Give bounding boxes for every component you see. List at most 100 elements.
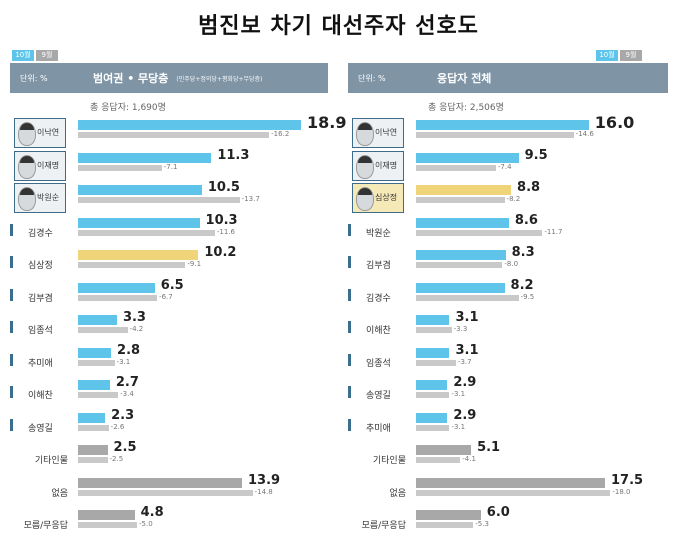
bar-previous (78, 262, 186, 268)
row-accent-mark (348, 418, 351, 431)
value-previous: -11.6 (216, 227, 235, 236)
bar-previous (416, 424, 450, 431)
bar-current (78, 120, 302, 130)
chart-header: 단위: % 범여권 • 무당층 (민주당+정의당+평화당+무당층) (10, 63, 328, 93)
value-previous: -14.6 (575, 130, 594, 138)
chart-row: 박원순 8.6 -11.7 (348, 213, 668, 250)
chart-row: 심상정 8.8 -8.2 (348, 180, 668, 217)
chart-row: 김부겸 8.3 -8.0 (348, 245, 668, 282)
value-current: 2.5 (113, 440, 137, 455)
legend-previous: 9월 (620, 50, 642, 61)
row-accent-mark (348, 256, 351, 268)
category-label: 김부겸 (366, 261, 391, 271)
value-current: 3.3 (122, 310, 146, 325)
category-label: 이재명 (375, 160, 398, 170)
category-label: 모름/무응답 (23, 521, 68, 531)
bar-current (78, 380, 110, 390)
row-accent-mark (348, 353, 351, 366)
category-label: 이낙연 (375, 128, 398, 137)
chart-title: 범여권 • 무당층 (93, 72, 169, 85)
value-previous: -5.3 (475, 520, 489, 528)
value-current: 3.1 (455, 342, 479, 358)
chart-row: 이해찬 3.1 -3.3 (348, 310, 668, 347)
bar-previous (416, 392, 450, 398)
bar-previous (78, 489, 253, 496)
bar-current (416, 412, 448, 423)
bar-previous (416, 262, 503, 268)
value-previous: -18.0 (612, 487, 631, 496)
bar-current (78, 412, 106, 423)
bar-current (78, 282, 155, 293)
chart-row: 이재명 9.5 -7.4 (348, 148, 668, 185)
row-accent-mark (10, 288, 13, 301)
value-current: 17.5 (611, 472, 644, 488)
value-previous: -9.5 (520, 292, 535, 301)
bar-current (78, 152, 212, 163)
value-current: 10.5 (207, 180, 240, 195)
bar-previous (78, 359, 115, 366)
row-accent-mark (10, 353, 13, 366)
bar-previous (78, 197, 240, 203)
chart-row: 이재명 11.3 -7.1 (10, 148, 328, 185)
chart-row: 이낙연 18.9 -16.2 (10, 113, 347, 152)
bar-current (416, 380, 448, 390)
bar-current (416, 185, 512, 195)
chart-row: 기타인물 2.5 -2.5 (10, 440, 328, 477)
bar-current (78, 315, 117, 325)
category-label: 송영길 (28, 423, 53, 434)
value-previous: -13.7 (241, 195, 260, 203)
category-label: 이해찬 (366, 326, 391, 336)
chart-row: 김경수 8.2 -9.5 (348, 278, 668, 315)
category-label: 김경수 (366, 293, 391, 304)
value-current: 6.5 (160, 277, 184, 293)
chart-row: 추미애 2.9 -3.1 (348, 408, 668, 445)
value-previous: -2.5 (109, 455, 124, 463)
value-previous: -3.1 (451, 422, 466, 431)
chart-row: 김경수 10.3 -11.6 (10, 213, 328, 250)
candidate-photo: 이낙연 (14, 118, 66, 148)
value-current: 4.8 (140, 505, 164, 520)
bar-previous (78, 294, 158, 301)
bar-previous (78, 522, 137, 528)
legend-current: 10월 (12, 50, 34, 61)
value-current: 13.9 (248, 472, 281, 488)
value-previous: -7.1 (163, 162, 178, 171)
chart-row: 기타인물 5.1 -4.1 (348, 440, 668, 477)
category-label: 송영길 (366, 391, 391, 401)
value-previous: -8.0 (504, 260, 519, 268)
candidate-photo: 이재명 (14, 150, 66, 181)
value-previous: -3.7 (457, 357, 472, 366)
chart-row: 없음 13.9 -14.8 (10, 473, 328, 510)
value-current: 11.3 (217, 147, 250, 163)
portrait-icon (356, 122, 374, 146)
bar-current (78, 510, 135, 520)
bar-current (78, 477, 243, 488)
chart-row: 김부겸 6.5 -6.7 (10, 278, 328, 315)
value-previous: -2.6 (110, 422, 125, 431)
legend-current: 10월 (596, 50, 618, 61)
category-label: 김경수 (28, 228, 53, 239)
bar-current (416, 477, 605, 488)
legend-previous: 9월 (36, 50, 58, 61)
chart-title: 응답자 전체 (437, 72, 492, 85)
bar-current (416, 152, 519, 163)
value-previous: -3.4 (120, 390, 134, 398)
total-respondents: 총 응답자: 2,506명 (428, 103, 504, 113)
value-previous: -4.2 (129, 325, 144, 333)
chart-legend: 10월 9월 (12, 50, 58, 61)
bar-current (416, 510, 481, 520)
row-accent-mark (348, 386, 351, 398)
bar-previous (78, 229, 215, 236)
value-current: 5.1 (477, 440, 501, 455)
category-label: 기타인물 (34, 456, 68, 466)
unit-label: 단위: % (358, 73, 386, 83)
portrait-icon (356, 187, 374, 211)
category-label: 심상정 (375, 193, 398, 202)
bar-previous (416, 522, 474, 528)
candidate-photo: 심상정 (352, 183, 404, 213)
category-label: 추미애 (366, 423, 391, 434)
value-current: 10.2 (204, 245, 237, 260)
category-label: 모름/무응답 (361, 521, 406, 531)
bar-previous (78, 327, 128, 333)
category-label: 심상정 (28, 261, 53, 271)
